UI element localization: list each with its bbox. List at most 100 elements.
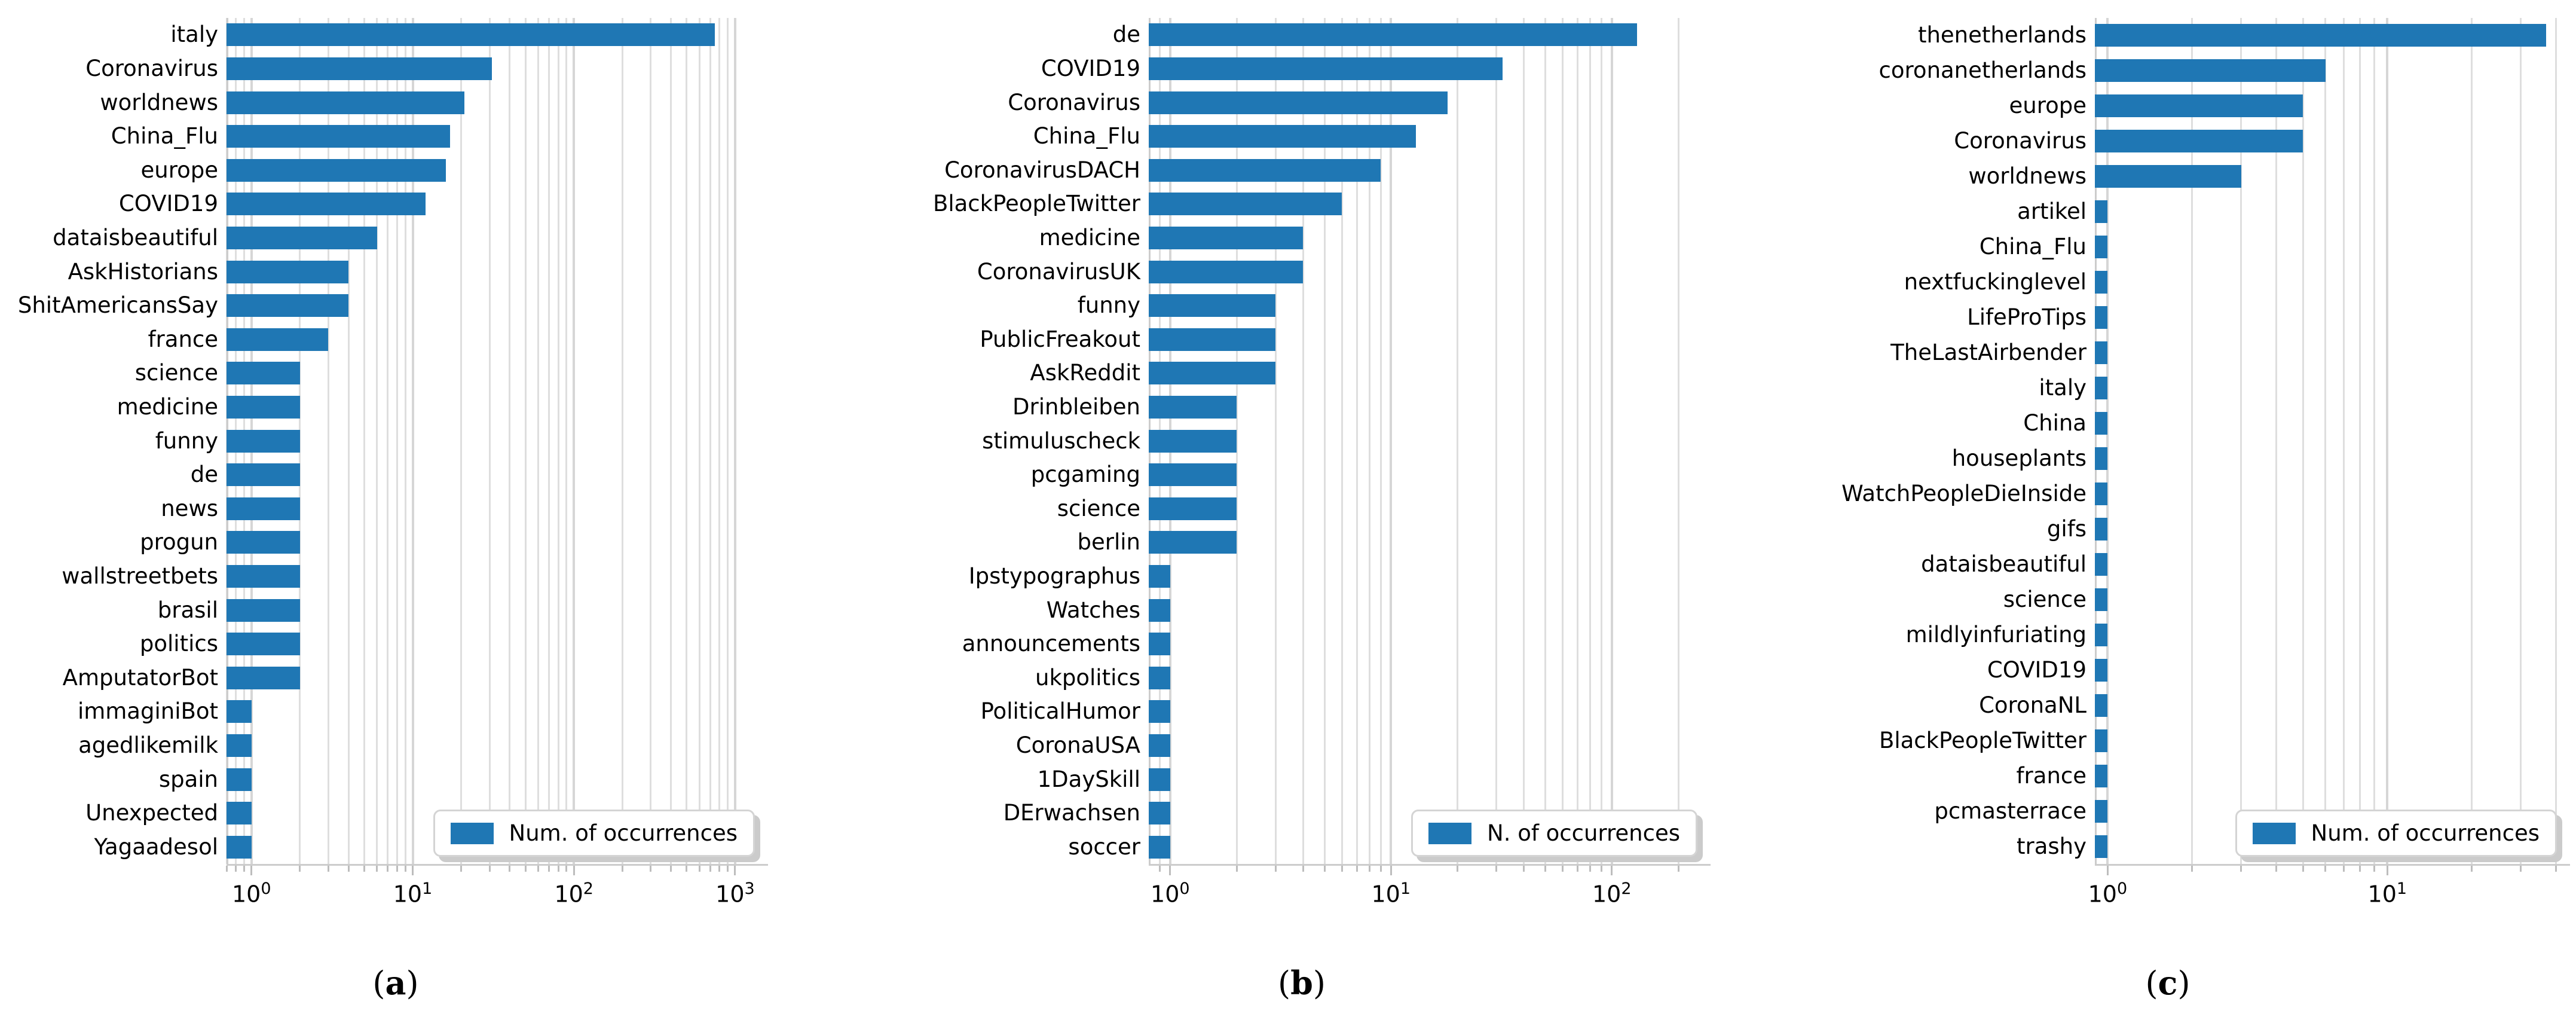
category-label: Watches [1046,597,1140,623]
minor-tick-mark [1589,866,1592,872]
category-label: berlin [1077,529,1140,555]
category-label: medicine [1039,225,1140,251]
major-gridline [2386,18,2389,864]
bar [1149,463,1237,486]
bar [2095,729,2107,752]
minor-tick-mark [387,866,389,872]
minor-tick-mark [1341,866,1343,872]
minor-gridline [1302,18,1304,864]
bar [2095,24,2546,47]
bar [1149,159,1381,182]
minor-tick-mark [1159,866,1161,872]
major-tick-mark [1169,866,1171,875]
bar [1149,700,1170,723]
minor-tick-mark [225,866,228,872]
minor-gridline [2275,18,2277,864]
category-label: COVID19 [1987,657,2087,683]
bar [227,565,300,588]
caption-c: (c) [2145,964,2190,1002]
major-gridline [411,18,414,864]
bar [227,193,426,215]
bar [227,667,300,689]
bar [227,768,252,791]
minor-tick-mark [2240,866,2242,872]
bar [227,700,252,723]
category-label: wallstreetbets [62,563,218,589]
bar [2095,835,2107,858]
bar [2095,377,2107,399]
bar [2095,165,2241,188]
legend-label: N. of occurrences [1487,820,1680,846]
major-tick-mark [250,866,253,875]
caption-paren-close: ) [406,964,419,1002]
category-label: stimuluscheck [982,428,1140,454]
minor-gridline [2190,18,2193,864]
caption-paren-close: ) [2177,964,2190,1002]
minor-gridline [2343,18,2345,864]
category-label: China_Flu [1979,234,2087,259]
caption-paren-open: ( [372,964,386,1002]
bar [2095,306,2107,329]
bar [1149,227,1303,249]
major-tick-mark [2106,866,2109,875]
category-label: CoronaNL [1979,692,2087,718]
minor-gridline [1562,18,1564,864]
minor-gridline [1274,18,1277,864]
minor-gridline [387,18,389,864]
minor-tick-mark [557,866,559,872]
minor-tick-mark [327,866,329,872]
caption-paren-open: ( [2145,964,2158,1002]
minor-gridline [1601,18,1603,864]
bar [1149,667,1170,689]
tick-exponent: 3 [744,879,755,898]
tick-exponent: 1 [1400,879,1411,898]
category-label: science [134,360,218,386]
minor-tick-mark [2373,866,2376,872]
minor-gridline [347,18,350,864]
minor-tick-mark [670,866,672,872]
bar [1149,328,1275,351]
minor-tick-mark [1677,866,1679,872]
minor-gridline [650,18,652,864]
legend: N. of occurrences [1411,810,1697,857]
x-axis-line [2095,864,2570,866]
minor-tick-mark [460,866,463,872]
minor-tick-mark [565,866,568,872]
bar [227,227,377,249]
minor-gridline [1589,18,1592,864]
category-label: PoliticalHumor [980,698,1140,724]
category-label: Yagaadesol [94,834,218,860]
minor-gridline [2470,18,2473,864]
major-tick-mark [412,866,414,875]
bar [2095,588,2107,611]
caption-b: (b) [1278,964,1326,1002]
bar [227,497,300,520]
minor-tick-mark [2190,866,2193,872]
bar [1149,261,1303,283]
bar [227,23,715,46]
minor-gridline [698,18,700,864]
minor-tick-mark [2359,866,2361,872]
category-label: DErwachsen [1003,800,1140,826]
bar [2095,200,2107,223]
minor-tick-mark [718,866,721,872]
bar [2095,412,2107,435]
minor-tick-mark [1577,866,1579,872]
minor-gridline [1457,18,1459,864]
bar [2095,271,2107,294]
minor-gridline [488,18,491,864]
minor-tick-mark [1323,866,1326,872]
x-tick-label: 102 [554,879,593,908]
caption-letter: a [385,964,406,1002]
category-label: science [1057,496,1140,521]
minor-tick-mark [1356,866,1358,872]
x-tick-label: 101 [393,879,433,908]
bar [1149,802,1170,824]
bar [2095,236,2107,258]
major-tick-mark [2386,866,2388,875]
bar [1149,633,1170,655]
bar [1149,362,1275,384]
bar [1149,734,1170,757]
minor-gridline [1356,18,1358,864]
minor-gridline [557,18,559,864]
